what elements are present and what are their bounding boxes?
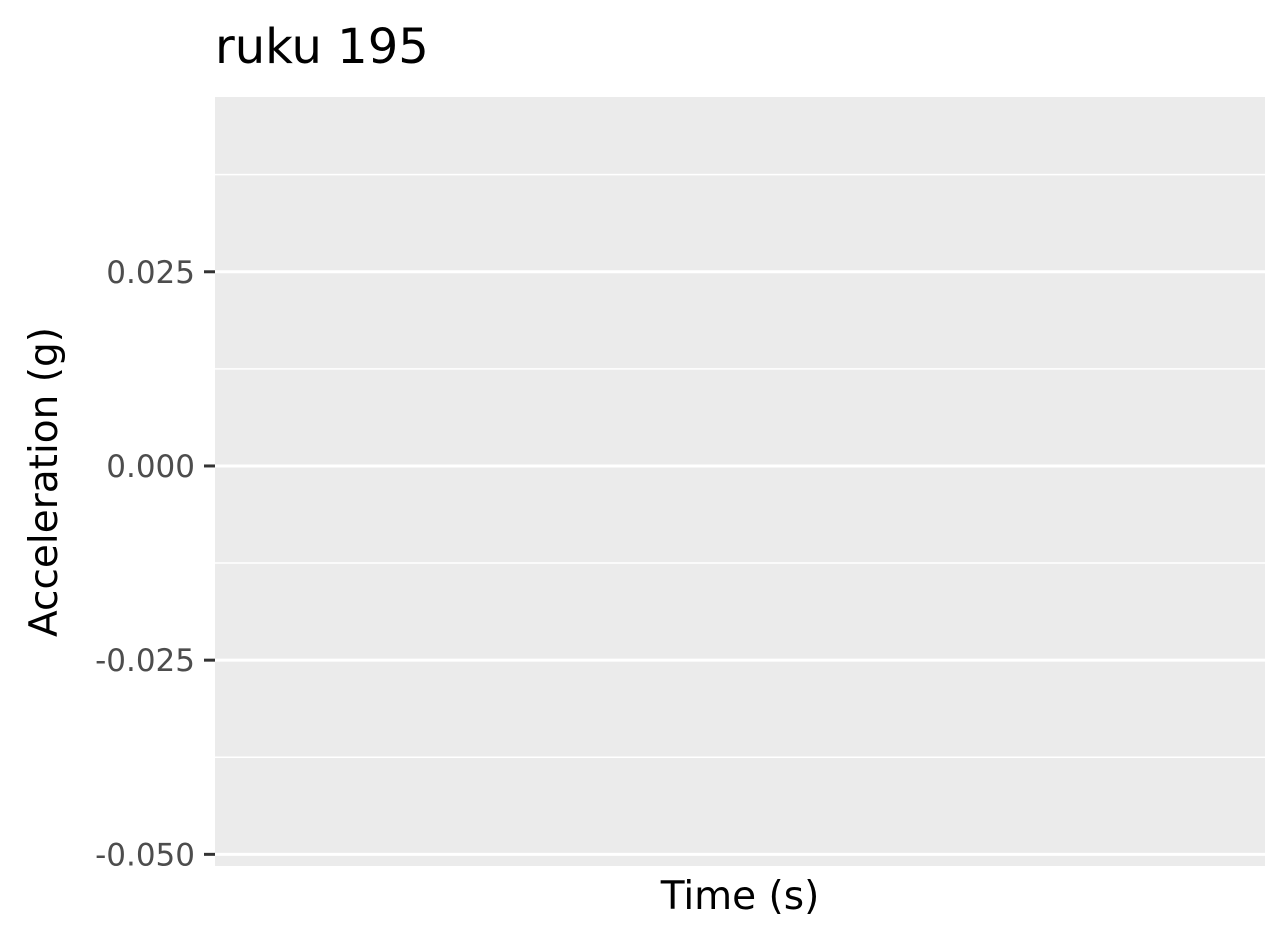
- y-tick-label: -0.025: [95, 643, 195, 679]
- y-tick-label: 0.025: [106, 255, 195, 291]
- y-axis: -0.050 -0.025 0.000 0.025: [95, 255, 215, 873]
- plot-panel: [215, 97, 1265, 866]
- grid-lines: [215, 173, 1265, 856]
- x-axis-title: Time (s): [660, 874, 820, 919]
- y-tick-label: -0.050: [95, 837, 195, 873]
- y-axis-title: Acceleration (g): [22, 327, 67, 637]
- y-tick-label: 0.000: [106, 449, 195, 485]
- chart-title: ruku 195: [215, 19, 429, 75]
